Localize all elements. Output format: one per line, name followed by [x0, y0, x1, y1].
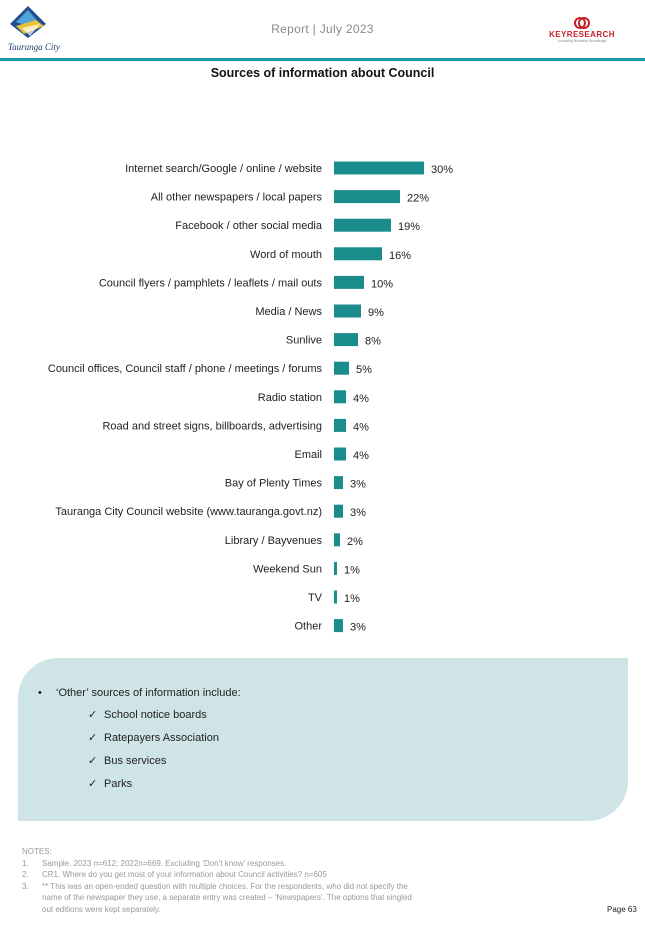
list-item-label: Parks: [104, 778, 133, 790]
other-sources-intro: • ‘Other’ sources of information include:: [38, 687, 241, 699]
bar-chart: Internet search/Google / online / websit…: [48, 161, 453, 634]
page-number: Page 63: [607, 905, 637, 914]
bar: [334, 533, 340, 547]
category-label: Council flyers / pamphlets / leaflets / …: [99, 277, 323, 289]
bar: [334, 590, 337, 604]
list-item: ✓ Bus services: [88, 754, 219, 777]
bar: [334, 561, 337, 575]
bar: [334, 504, 343, 518]
list-item-label: Bus services: [104, 755, 167, 767]
note-text: ** This was an open-ended question with …: [42, 881, 412, 914]
keyresearch-mark-icon: [573, 16, 591, 30]
note-number: 1.: [22, 858, 29, 868]
bar: [334, 418, 346, 432]
notes-section: NOTES: 1. Sample. 2023 n=612; 2022n=669. …: [22, 846, 422, 915]
bar: [334, 304, 361, 318]
data-label: 22%: [407, 193, 429, 205]
category-label: Sunlive: [286, 335, 322, 347]
list-item: ✓ Ratepayers Association: [88, 731, 219, 754]
logo-right-text: KEYRESEARCH: [549, 30, 615, 39]
category-label: Internet search/Google / online / websit…: [125, 163, 322, 175]
page-header: Tauranga City Report | July 2023 KEYRESE…: [0, 0, 645, 61]
category-label: Email: [294, 449, 322, 461]
bar: [334, 476, 343, 490]
data-label: 5%: [356, 364, 372, 376]
bar: [334, 447, 346, 461]
category-label: Facebook / other social media: [175, 220, 323, 232]
data-label: 8%: [365, 336, 381, 348]
bar: [334, 619, 343, 633]
category-label: Library / Bayvenues: [225, 535, 323, 547]
notes-heading: NOTES:: [22, 847, 52, 856]
keyresearch-logo: KEYRESEARCH Unlocking Business Knowledge: [537, 16, 627, 46]
list-item: ✓ School notice boards: [88, 708, 219, 731]
list-item-label: School notice boards: [104, 709, 207, 721]
data-label: 2%: [347, 536, 363, 548]
category-label: Tauranga City Council website (www.taura…: [55, 506, 322, 518]
category-label: Council offices, Council staff / phone /…: [48, 363, 323, 375]
category-label: All other newspapers / local papers: [151, 192, 323, 204]
data-label: 4%: [353, 393, 369, 405]
checkmark-icon: ✓: [88, 755, 98, 767]
bar: [334, 333, 358, 347]
note-item: 3. ** This was an open-ended question wit…: [22, 881, 422, 916]
tauranga-city-logo: Tauranga City: [6, 4, 66, 56]
category-label: Bay of Plenty Times: [225, 478, 323, 490]
note-text: CR1. Where do you get most of your infor…: [42, 870, 327, 879]
bar: [334, 218, 391, 232]
bar: [334, 190, 400, 204]
tauranga-logo-mark-icon: [10, 6, 46, 38]
bar: [334, 390, 346, 404]
header-rule: [0, 58, 645, 61]
note-item: 1. Sample. 2023 n=612; 2022n=669. Excludi…: [22, 858, 422, 870]
logo-right-tagline: Unlocking Business Knowledge: [557, 39, 607, 43]
bullet-icon: •: [38, 687, 42, 699]
bar: [334, 247, 382, 261]
data-label: 1%: [344, 593, 360, 605]
other-sources-intro-text: ‘Other’ sources of information include:: [56, 687, 241, 699]
bar: [334, 361, 349, 375]
bar: [334, 275, 364, 289]
checkmark-icon: ✓: [88, 778, 98, 790]
checkmark-icon: ✓: [88, 732, 98, 744]
category-label: Media / News: [255, 306, 322, 318]
logo-left-text: Tauranga City: [8, 42, 60, 52]
report-title: Report | July 2023: [271, 22, 374, 36]
data-label: 3%: [350, 507, 366, 519]
note-item: 2. CR1. Where do you get most of your inf…: [22, 869, 422, 881]
other-sources-list: ✓ School notice boards ✓ Ratepayers Associ…: [88, 708, 219, 800]
data-label: 16%: [389, 250, 411, 262]
chart-title: Sources of information about Council: [210, 66, 435, 80]
category-label: Weekend Sun: [253, 563, 322, 575]
checkmark-icon: ✓: [88, 709, 98, 721]
data-label: 3%: [350, 622, 366, 634]
category-label: Road and street signs, billboards, adver…: [102, 420, 322, 432]
note-text: Sample. 2023 n=612; 2022n=669. Excluding…: [42, 858, 287, 868]
list-item-label: Ratepayers Association: [104, 732, 219, 744]
data-label: 3%: [350, 479, 366, 491]
data-label: 30%: [431, 164, 453, 176]
data-label: 10%: [371, 278, 393, 290]
category-label: Radio station: [258, 392, 322, 404]
note-number: 2.: [22, 870, 29, 879]
data-label: 4%: [353, 421, 369, 433]
category-label: Other: [294, 621, 322, 633]
data-label: 1%: [344, 564, 360, 576]
category-label: TV: [308, 592, 323, 604]
data-label: 19%: [398, 221, 420, 233]
bar: [334, 161, 424, 175]
data-label: 9%: [368, 307, 384, 319]
category-label: Word of mouth: [250, 249, 322, 261]
list-item: ✓ Parks: [88, 777, 219, 800]
note-number: 3.: [22, 881, 29, 891]
other-sources-panel: • ‘Other’ sources of information include:…: [18, 658, 628, 821]
data-label: 4%: [353, 450, 369, 462]
